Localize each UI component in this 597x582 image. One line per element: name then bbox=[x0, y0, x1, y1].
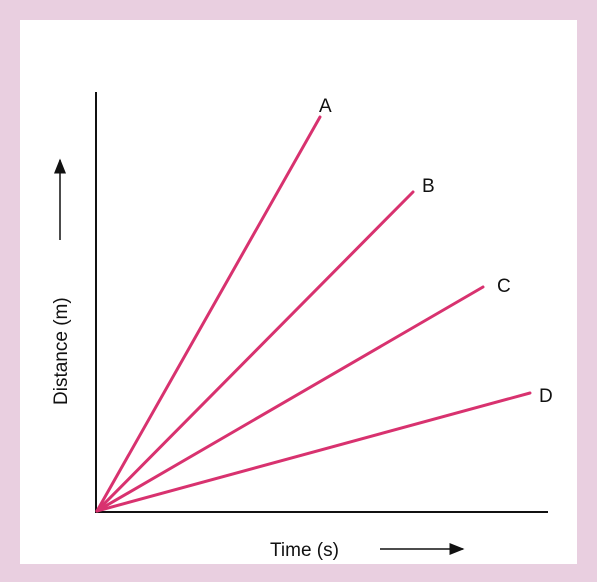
line-c bbox=[95, 285, 485, 513]
y-axis-label: Distance (m) bbox=[51, 297, 72, 405]
line-b bbox=[95, 190, 415, 513]
panel bbox=[20, 20, 577, 564]
line-d bbox=[95, 391, 532, 513]
line-label: D bbox=[539, 386, 553, 407]
line-label: B bbox=[422, 176, 435, 197]
x-axis-label: Time (s) bbox=[270, 540, 339, 561]
line-label: A bbox=[319, 96, 332, 117]
line-a bbox=[95, 115, 322, 513]
lines bbox=[95, 115, 532, 513]
line-label: C bbox=[497, 276, 511, 297]
